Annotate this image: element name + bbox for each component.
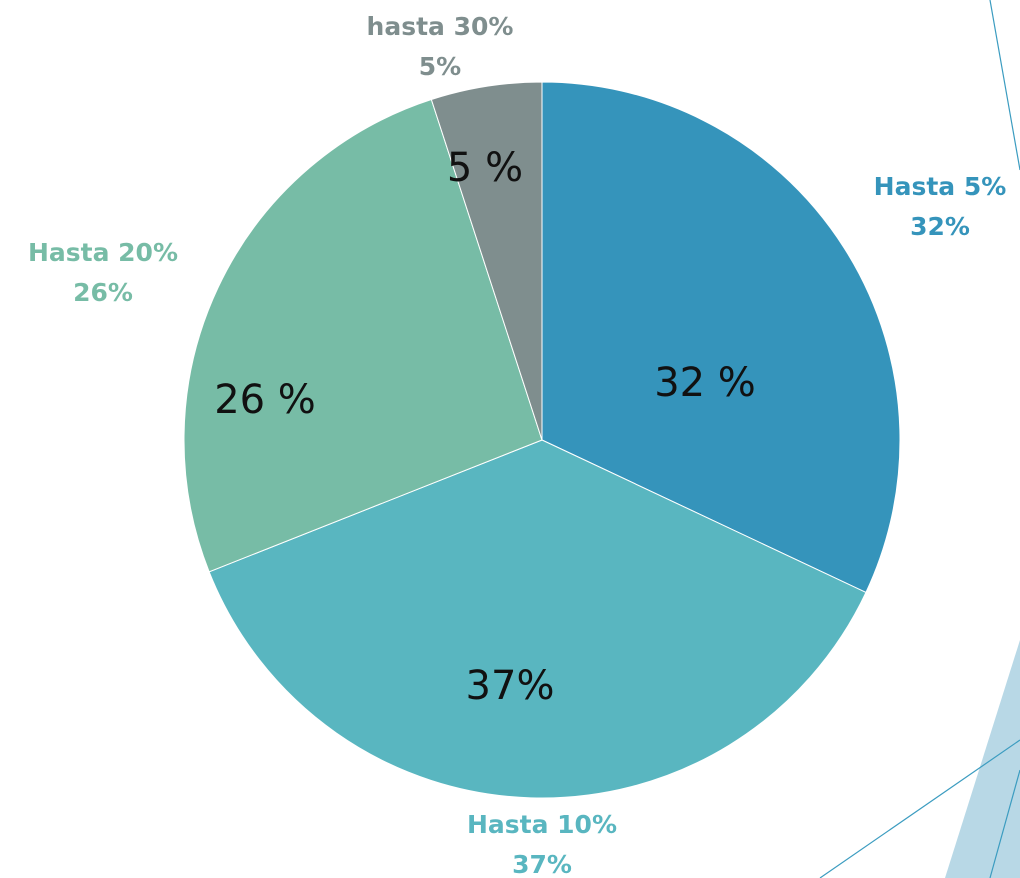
decor-shape [945,640,1020,878]
pie [183,81,901,799]
decor-line [819,739,1020,878]
category-label: Hasta 10% [467,810,617,839]
labels: 32 % Hasta 5% 32% 37% Hasta 10% 37% 26 % Hasta … [28,12,1006,878]
background-decoration [819,0,1020,878]
category-value-label: 32% [910,212,970,241]
decor-line [989,0,1020,171]
pie-slice [430,81,543,441]
category-label: Hasta 5% [874,172,1007,201]
slice-label: 37% [466,663,555,709]
slice-label: 5 % [447,145,523,191]
pie-slice [208,439,867,799]
pie-slice [183,98,543,573]
category-value-label: 37% [512,850,572,878]
slice-label: 32 % [654,360,756,406]
category-label: Hasta 20% [28,238,178,267]
decor-line [989,769,1020,878]
category-label: hasta 30% [367,12,514,41]
category-value-label: 26% [73,278,133,307]
slice-label: 26 % [214,377,316,423]
pie-slice [541,81,901,594]
category-value-label: 5% [419,52,461,81]
